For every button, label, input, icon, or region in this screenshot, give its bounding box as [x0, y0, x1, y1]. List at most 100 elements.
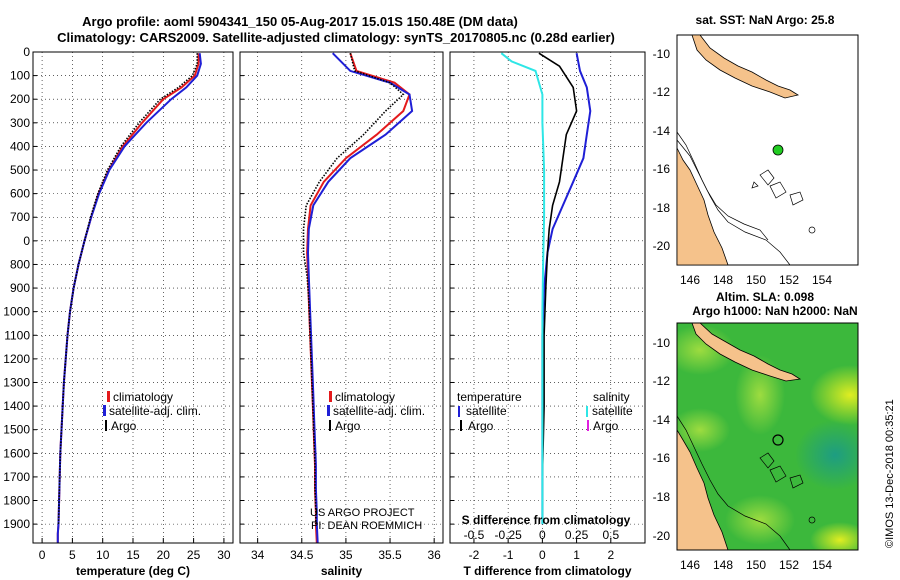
- legend-swatch-argo: [105, 420, 107, 431]
- series-line-satellite-adj-clim-: [306, 52, 414, 544]
- legend-label-satellite: satellite-adj. clim.: [333, 404, 425, 418]
- legend-swatch-satellite: [327, 405, 330, 416]
- legend-label-s-argo: Argo: [593, 419, 619, 433]
- lon-label: 146: [680, 273, 700, 287]
- sla-map-lat-labels: -10 -12 -14 -16 -18 -20: [653, 336, 671, 543]
- australia-land: [677, 429, 729, 550]
- series-line-argo: [302, 53, 405, 525]
- legend-swatch-climatology: [329, 391, 332, 402]
- legend-swatch-climatology: [107, 391, 110, 402]
- x-tick-label: 0: [39, 548, 46, 562]
- coral-sea-reefs: [751, 169, 804, 206]
- x-tick-label: 30: [217, 548, 231, 562]
- png-land: [691, 323, 802, 382]
- lon-label: 148: [713, 273, 733, 287]
- coral-sea-reefs: [759, 452, 804, 489]
- lat-label: -16: [653, 451, 671, 465]
- series-line-argo: [57, 53, 198, 525]
- sst-map-lon-labels: 146 148 150 152 154: [680, 273, 832, 287]
- figure-title-line1: Argo profile: aoml 5904341_150 05-Aug-20…: [82, 14, 518, 29]
- reef-marker: [808, 516, 816, 524]
- y-tick-label: 700: [10, 210, 30, 224]
- y-tick-label: 1500: [3, 423, 30, 437]
- lon-label: 150: [746, 558, 766, 572]
- sla-map-title-line1: Altim. SLA: 0.098: [716, 290, 814, 304]
- float-location-marker: [772, 144, 784, 156]
- sst-map: sat. SST: NaN Argo: 25.8 -10 -12 -14 -16…: [653, 13, 859, 287]
- lon-label: 150: [746, 273, 766, 287]
- lon-label: 154: [812, 273, 832, 287]
- lon-label: 146: [680, 558, 700, 572]
- x-tick-label: 36: [427, 548, 441, 562]
- y-tick-label: 1200: [3, 352, 30, 366]
- y-tick-label: 200: [10, 92, 30, 106]
- x-tick-label: 35.5: [378, 548, 402, 562]
- x-tick-label: 34: [251, 548, 265, 562]
- legend-swatch-t-argo: [460, 420, 462, 431]
- difference-panel: -2 -1 0 1 2 -0.5 -0.25 0 0.25 0.5 T difference fro…: [449, 51, 646, 578]
- temperature-panel: 0 5 10 15 20 25 300100200300400500600700080090…: [3, 45, 234, 578]
- y-tick-label: 1100: [4, 328, 30, 342]
- lat-label: -20: [653, 239, 671, 253]
- sst-map-title: sat. SST: NaN Argo: 25.8: [696, 13, 835, 27]
- legend-swatch-s-satellite: [586, 406, 588, 417]
- y-tick-label: 500: [10, 163, 30, 177]
- lat-label: -18: [653, 201, 671, 215]
- lat-label: -20: [653, 529, 671, 543]
- sla-anomaly: [677, 408, 730, 452]
- temperature-legend: climatology satellite-adj. clim. Argo: [103, 390, 201, 433]
- y-tick-label: 1400: [3, 399, 30, 413]
- y-tick-label: 800: [10, 257, 30, 271]
- sla-map: Altim. SLA: 0.098 Argo h1000: NaN h2000:…: [653, 290, 859, 572]
- legend-label-argo: Argo: [335, 419, 361, 433]
- x-top-tick-label: 0.5: [602, 528, 619, 542]
- y-tick-label: 1900: [3, 517, 30, 531]
- lat-label: -10: [653, 336, 671, 350]
- difference-legend: temperature satellite Argo salinity sate…: [457, 390, 633, 433]
- depth-contour-inner: [676, 139, 769, 241]
- y-tick-label: 100: [10, 69, 30, 83]
- lon-label: 152: [779, 273, 799, 287]
- y-tick-label: 1800: [3, 494, 30, 508]
- reef-marker: [808, 226, 816, 234]
- sla-map-title-line2: Argo h1000: NaN h2000: NaN: [692, 304, 857, 318]
- sla-map-frame: [676, 322, 859, 551]
- x-tick-label: 15: [126, 548, 140, 562]
- x-tick-label: 5: [69, 548, 76, 562]
- lat-label: -14: [653, 413, 671, 427]
- lat-label: -14: [653, 124, 671, 138]
- y-tick-label: 1600: [3, 446, 30, 460]
- australia-land: [676, 147, 729, 266]
- legend-title-temperature: temperature: [457, 390, 522, 404]
- x-axis-label: temperature (deg C): [76, 564, 190, 578]
- plot-frame: [239, 51, 444, 544]
- y-tick-label: 0: [23, 45, 30, 59]
- lon-label: 148: [713, 558, 733, 572]
- x-top-tick-label: -0.25: [494, 528, 522, 542]
- depth-contour-outer: [676, 131, 791, 266]
- y-tick-label: 300: [10, 116, 30, 130]
- sla-high-anomaly: [810, 522, 858, 550]
- plot-frame: [449, 51, 646, 544]
- lat-label: -18: [653, 490, 671, 504]
- lat-label: -12: [653, 374, 671, 388]
- x-top-tick-label: -0.5: [464, 528, 485, 542]
- pi-credit: PI: DEAN ROEMMICH: [311, 520, 422, 532]
- salinity-legend: climatology satellite-adj. clim. Argo: [327, 390, 425, 433]
- y-tick-label: 900: [10, 281, 30, 295]
- lon-label: 152: [779, 558, 799, 572]
- x-top-tick-label: 0.25: [565, 528, 589, 542]
- y-tick-label: 0: [23, 234, 30, 248]
- y-tick-label: 1300: [3, 375, 30, 389]
- legend-swatch-s-argo: [587, 420, 589, 431]
- legend-swatch-t-satellite: [458, 406, 460, 417]
- series-line-t-argo: [538, 52, 578, 525]
- legend-label-t-argo: Argo: [468, 419, 494, 433]
- y-tick-label: 600: [10, 187, 30, 201]
- y-tick-label: 400: [10, 139, 30, 153]
- x-tick-label: 20: [157, 548, 171, 562]
- sla-low-anomaly: [795, 420, 858, 490]
- x-tick-label: 2: [607, 548, 614, 562]
- x-axis-label: salinity: [321, 564, 363, 578]
